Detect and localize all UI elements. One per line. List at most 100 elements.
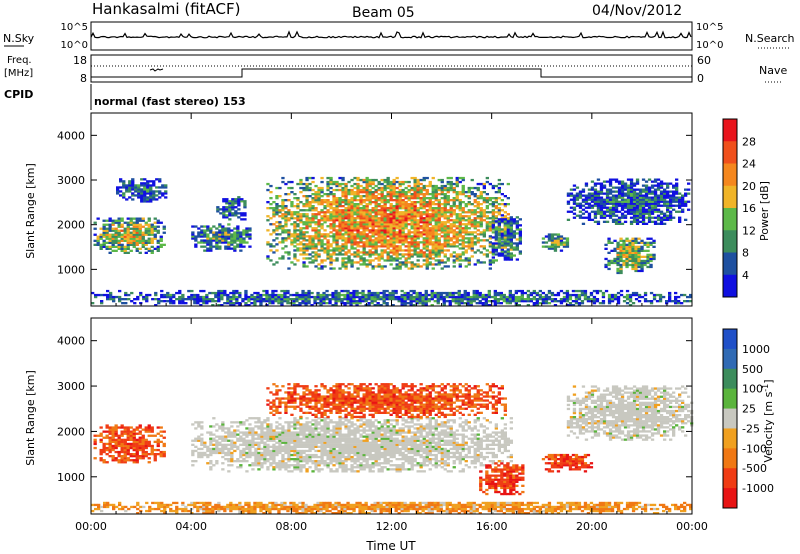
heatmap-cell	[430, 289, 434, 293]
heatmap-cell	[160, 293, 164, 297]
heatmap-cell	[278, 257, 282, 260]
heatmap-cell	[317, 223, 321, 226]
heatmap-cell	[571, 293, 576, 297]
heatmap-cell	[146, 186, 150, 189]
heatmap-cell	[145, 295, 149, 299]
heatmap-cell	[226, 298, 230, 301]
heatmap-cell	[590, 186, 595, 189]
heatmap-cell	[452, 211, 456, 214]
heatmap-cell	[482, 229, 486, 232]
heatmap-cell	[132, 245, 136, 248]
heatmap-cell	[368, 195, 372, 198]
heatmap-cell	[376, 291, 380, 295]
heatmap-cell	[626, 186, 631, 189]
heatmap-cell	[619, 293, 624, 297]
heatmap-cell	[652, 257, 656, 261]
heatmap-cell	[395, 263, 399, 266]
heatmap-cell	[302, 231, 306, 234]
heatmap-cell	[400, 295, 404, 299]
colorbar-segment	[723, 252, 737, 276]
heatmap-cell	[320, 215, 324, 218]
heatmap-cell	[382, 289, 386, 293]
heatmap-cell	[126, 428, 130, 431]
heatmap-cell	[634, 291, 639, 295]
heatmap-cell	[389, 231, 393, 234]
heatmap-cell	[326, 245, 330, 248]
heatmap-cell	[631, 267, 635, 271]
heatmap-cell	[389, 193, 393, 196]
heatmap-cell	[374, 219, 378, 222]
heatmap-cell	[359, 195, 363, 198]
heatmap-cell	[344, 231, 348, 234]
heatmap-cell	[389, 199, 393, 202]
heatmap-cell	[404, 191, 408, 194]
heatmap-cell	[675, 198, 679, 201]
heatmap-cell	[628, 257, 632, 261]
heatmap-cell	[203, 225, 207, 228]
heatmap-cell	[404, 227, 408, 230]
heatmap-cell	[508, 293, 512, 297]
heatmap-cell	[455, 225, 459, 228]
heatmap-cell	[221, 225, 225, 228]
heatmap-cell	[478, 291, 482, 295]
heatmap-cell	[108, 448, 112, 452]
heatmap-cell	[590, 192, 595, 195]
heatmap-cell	[590, 180, 595, 183]
heatmap-cell	[644, 204, 649, 207]
heatmap-cell	[229, 295, 233, 299]
heatmap-cell	[361, 291, 365, 295]
heatmap-cell	[341, 182, 345, 186]
heatmap-cell	[233, 241, 237, 244]
heatmap-cell	[626, 208, 631, 211]
heatmap-cell	[386, 227, 390, 230]
heatmap-cell	[458, 233, 462, 236]
heatmap-cell	[656, 214, 661, 217]
heatmap-cell	[117, 450, 121, 454]
heatmap-cell	[353, 239, 357, 242]
heatmap-cell	[632, 196, 637, 199]
heatmap-cell	[425, 245, 429, 248]
heatmap-cell	[632, 190, 637, 193]
heatmap-cell	[616, 263, 620, 267]
heatmap-cell	[395, 213, 399, 216]
heatmap-cell	[212, 245, 216, 248]
heatmap-cell	[242, 231, 246, 234]
heatmap-cell	[617, 210, 622, 213]
heatmap-cell	[93, 440, 97, 443]
heatmap-cell	[452, 197, 456, 200]
heatmap-cell	[428, 184, 432, 188]
heatmap-cell	[672, 198, 676, 201]
heatmap-cell	[431, 213, 435, 216]
heatmap-cell	[367, 293, 371, 297]
heatmap-cell	[350, 261, 354, 264]
heatmap-cell	[397, 300, 401, 303]
heatmap-cell	[613, 298, 618, 301]
heatmap-cell	[395, 251, 399, 254]
heatmap-cell	[240, 218, 244, 221]
heatmap-cell	[299, 229, 303, 232]
heatmap-cell	[259, 298, 263, 301]
heatmap-cell	[538, 298, 542, 301]
heatmap-cell	[634, 239, 638, 242]
heatmap-cell	[461, 251, 465, 254]
heatmap-cell	[646, 241, 650, 244]
heatmap-cell	[425, 233, 429, 236]
heatmap-cell	[149, 196, 153, 199]
heatmap-cell	[120, 247, 124, 250]
heatmap-cell	[275, 186, 279, 190]
heatmap-cell	[212, 233, 216, 236]
heatmap-cell	[443, 237, 447, 240]
heatmap-cell	[398, 257, 402, 260]
heatmap-cell	[215, 241, 219, 244]
heatmap-cell	[120, 424, 124, 427]
heatmap-cell	[506, 240, 510, 243]
heatmap-cell	[512, 220, 516, 223]
heatmap-cell	[116, 192, 120, 195]
heatmap-cell	[518, 238, 522, 241]
heatmap-cell	[123, 245, 127, 248]
heatmap-cell	[628, 247, 632, 250]
heatmap-cell	[203, 249, 207, 252]
heatmap-cell	[281, 255, 285, 258]
heatmap-cell	[635, 192, 640, 195]
heatmap-cell	[613, 249, 617, 252]
